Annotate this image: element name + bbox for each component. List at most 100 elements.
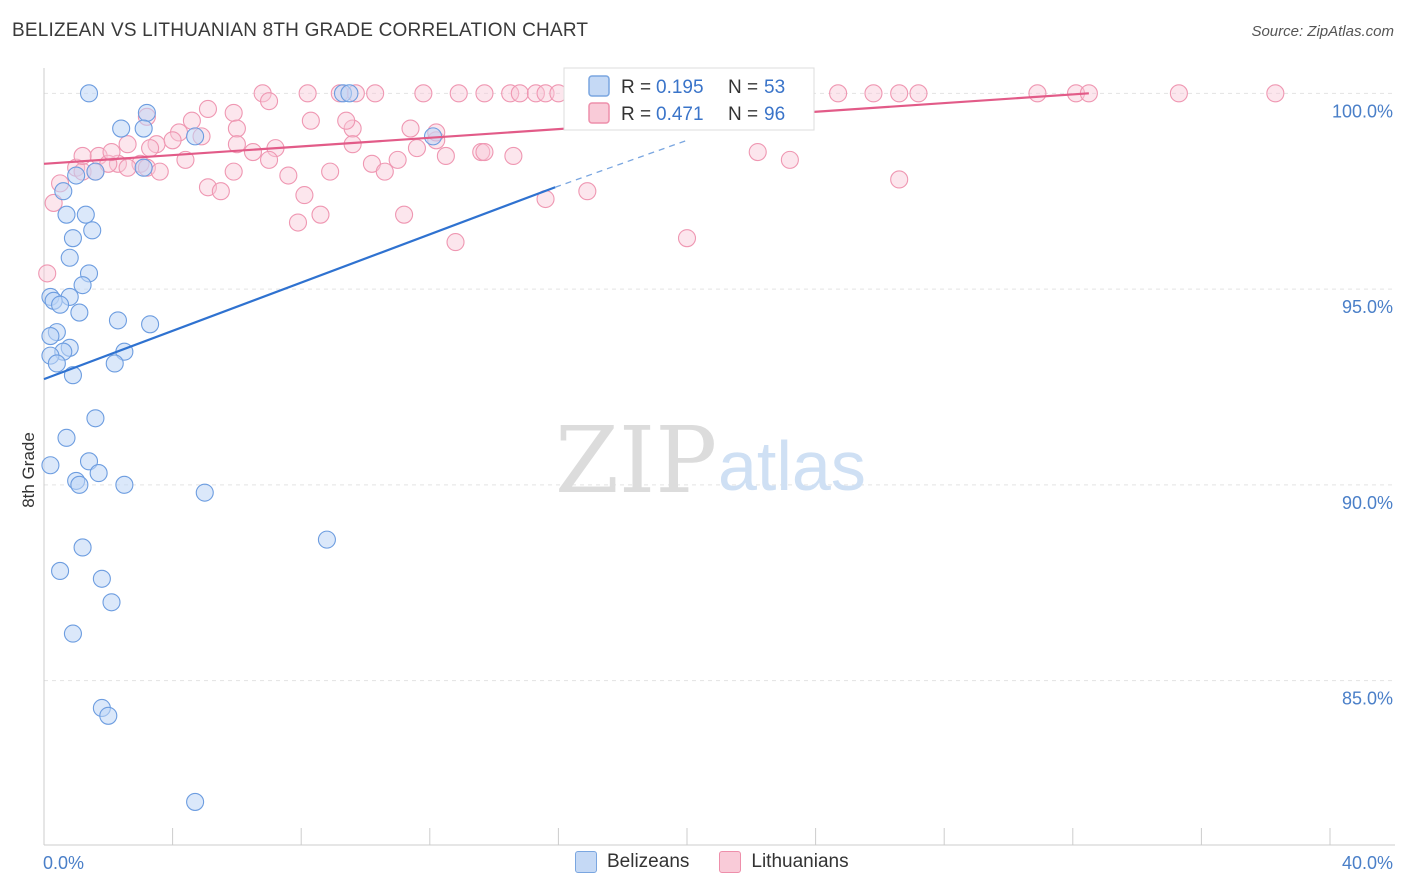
belizeans-point (186, 127, 205, 146)
lithuanians-point (526, 84, 545, 103)
lithuanians-point (890, 170, 909, 189)
lithuanians-point (501, 84, 520, 103)
belizeans-point (63, 624, 82, 643)
lithuanians-point (504, 146, 523, 166)
stats-swatch-lithuanians (588, 102, 610, 124)
lithuanians-point (748, 142, 767, 162)
belizeans-point (41, 456, 60, 475)
watermark-zip: ZIP (555, 407, 717, 514)
belizeans-point (79, 84, 99, 103)
belizeans-point (63, 229, 82, 248)
belizeans-trend-line (43, 186, 556, 381)
lithuanians-point (295, 186, 314, 205)
belizeans-trend-extension (554, 139, 688, 188)
lithuanians-point (1169, 84, 1188, 103)
belizeans-point (57, 205, 76, 224)
belizeans-point (186, 792, 205, 811)
belizeans-point (92, 569, 111, 588)
lithuanians-point (475, 84, 494, 103)
stats-r-value-lithuanians: 0.471 (656, 104, 704, 125)
belizeans-point (112, 119, 131, 138)
belizeans-point (57, 428, 76, 447)
lithuanians-point (677, 229, 697, 248)
belizeans-point (89, 464, 108, 483)
lithuanians-point (321, 162, 340, 181)
lithuanians-point (224, 162, 243, 181)
stats-box: R = 0.195 N = 53 R = 0.471 N = 96 (563, 67, 815, 131)
legend-item-belizeans[interactable]: Belizeans (575, 851, 689, 873)
lithuanians-point (243, 142, 263, 162)
stats-swatch-belizeans (588, 75, 610, 97)
watermark-atlas: atlas (718, 427, 866, 505)
belizeans-point (67, 166, 86, 185)
lithuanians-point (395, 205, 414, 224)
belizeans-point (137, 103, 156, 122)
lithuanians-point (141, 139, 160, 158)
lithuanians-point (301, 111, 320, 130)
lithuanians-point (864, 84, 883, 103)
lithuanians-point (298, 84, 317, 103)
lithuanians-point (38, 264, 57, 283)
stats-n-label-belizeans: N = (728, 77, 758, 98)
axes (43, 68, 1395, 846)
lithuanians-point (102, 142, 121, 162)
lithuanians-point (510, 84, 529, 103)
source-label: Source: ZipAtlas.com (1251, 23, 1394, 40)
y-tick-label: 95.0% (1342, 297, 1393, 317)
legend-swatch-lithuanians (719, 851, 742, 873)
y-tick-label: 90.0% (1342, 493, 1393, 513)
belizeans-point (47, 354, 66, 373)
belizeans-point (83, 221, 102, 240)
stats-n-value-lithuanians: 96 (764, 104, 785, 125)
belizeans-point (79, 452, 99, 471)
lithuanians-point (780, 150, 799, 169)
belizeans-point (141, 315, 160, 334)
lithuanians-point (829, 84, 848, 103)
belizeans-point (105, 354, 124, 373)
lithuanians-point (414, 84, 433, 103)
lithuanians-point (150, 162, 169, 181)
belizeans-point (60, 248, 79, 267)
lithuanians-point (388, 150, 407, 169)
belizeans-point (41, 326, 60, 346)
stats-n-label-lithuanians: N = (728, 104, 758, 125)
lithuanians-point (118, 135, 137, 154)
belizeans-point (340, 84, 359, 103)
lithuanians-point (401, 119, 420, 138)
legend-label-belizeans: Belizeans (607, 851, 690, 872)
grid-lines (44, 92, 1395, 682)
belizeans-point (73, 538, 92, 557)
chart-title: BELIZEAN VS LITHUANIAN 8TH GRADE CORRELA… (12, 20, 589, 41)
lithuanians-point (311, 205, 330, 224)
belizeans-point (108, 311, 127, 330)
x-tick-label-max: 40.0% (1342, 853, 1393, 873)
y-tick-label: 100.0% (1332, 101, 1393, 121)
belizeans-point (70, 303, 89, 322)
belizeans-point (51, 295, 70, 314)
belizeans-point (86, 162, 105, 181)
belizeans-point (134, 119, 153, 138)
x-tick-label-min: 0.0% (43, 853, 84, 873)
legend-swatch-belizeans (575, 851, 597, 873)
legend-item-lithuanians[interactable]: Lithuanians (719, 851, 849, 873)
lithuanians-point (279, 166, 298, 185)
belizeans-point (99, 706, 118, 725)
lithuanians-point (227, 135, 246, 154)
belizeans-point (102, 593, 121, 612)
lithuanians-point (446, 233, 465, 252)
lithuanians-point (118, 158, 137, 177)
lithuanians-point (1028, 84, 1047, 103)
lithuanians-point (366, 84, 385, 103)
y-axis-label: 8th Grade (19, 432, 38, 508)
stats-r-label-lithuanians: R = (621, 104, 651, 125)
y-tick-labels: 85.0% 90.0% 95.0% 100.0% (1332, 101, 1393, 708)
lithuanians-point (375, 162, 394, 181)
belizeans-point (134, 158, 153, 177)
lithuanians-point (909, 84, 928, 103)
belizeans-point (86, 409, 105, 428)
legend-label-lithuanians: Lithuanians (751, 851, 849, 872)
belizeans-point (54, 182, 73, 201)
watermark: ZIP atlas (555, 407, 866, 514)
belizeans-point (115, 475, 134, 494)
